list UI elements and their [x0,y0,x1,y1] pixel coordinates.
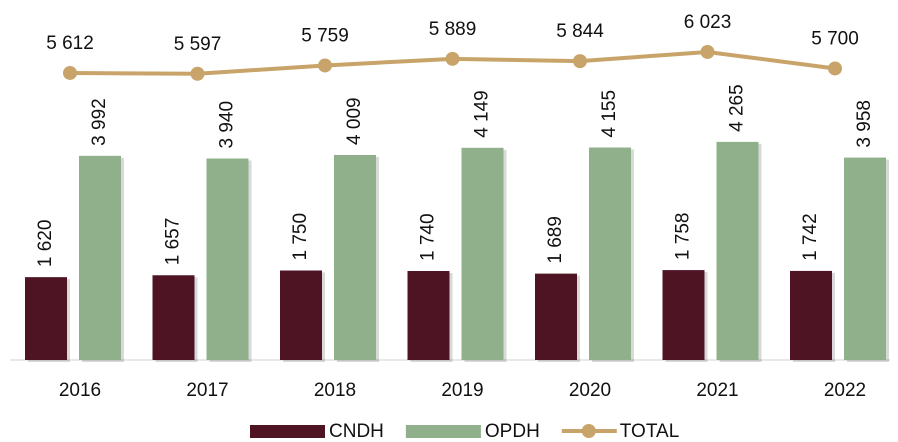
line-point [318,58,332,73]
x-tick-label: 2019 [441,380,483,401]
legend-swatch [581,424,596,438]
x-tick-label: 2020 [569,380,611,401]
bar [407,271,450,360]
bar [589,147,631,360]
bar [844,157,886,360]
bar [535,273,577,360]
data-label: 3 940 [217,101,238,149]
legend-swatch [250,425,325,438]
data-label: 1 740 [418,213,439,261]
bar [334,154,376,360]
data-label: 1 750 [290,213,311,261]
bar [716,141,759,360]
line-point [828,61,842,76]
line-point [445,51,460,66]
data-label: 5 597 [174,34,222,55]
bar [662,270,705,360]
line-point [700,44,715,59]
data-label: 3 958 [854,100,875,148]
bar [790,270,832,360]
data-label: 1 620 [35,220,56,268]
data-label: 5 612 [46,33,94,54]
data-label: 4 265 [727,84,748,132]
line-point [190,66,205,81]
line-point [573,54,587,69]
bar [79,155,121,360]
data-label: 3 992 [89,98,110,146]
legend-label: OPDH [485,421,540,442]
legend-label: TOTAL [620,421,679,442]
data-label: 4 155 [599,90,620,138]
data-label: 1 657 [163,218,184,266]
x-tick-label: 2017 [186,380,228,401]
x-tick-label: 2016 [59,380,101,401]
bar [280,270,322,360]
legend-swatch [405,425,481,438]
x-tick-label: 2021 [696,380,738,401]
data-label: 5 700 [811,29,859,50]
line-point [63,65,77,80]
x-tick-label: 2022 [824,380,866,401]
data-label: 1 758 [673,213,694,261]
data-label: 1 742 [800,213,821,261]
data-label: 4 009 [344,97,365,145]
bar [25,277,67,360]
legend-label: CNDH [329,421,384,442]
data-label: 5 759 [301,25,349,46]
bar [152,275,195,360]
data-label: 6 023 [684,12,732,33]
bar [461,147,504,360]
data-label: 1 689 [545,216,566,264]
x-tick-label: 2018 [314,380,356,401]
data-label: 5 844 [556,21,604,42]
data-label: 4 149 [472,90,493,138]
bar [206,158,249,360]
data-label: 5 889 [429,19,477,40]
